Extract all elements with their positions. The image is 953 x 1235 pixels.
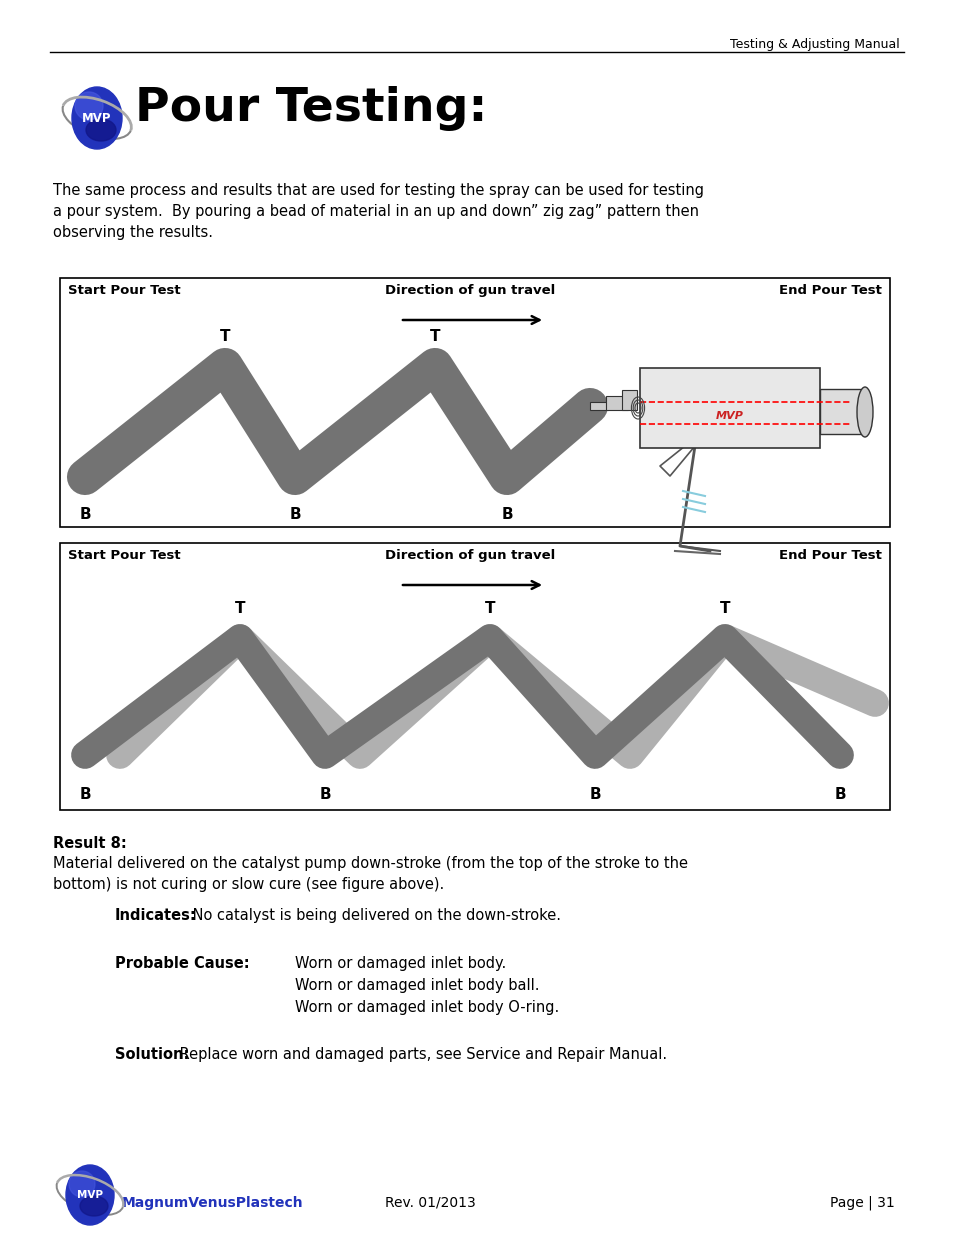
Text: T: T [219,329,230,345]
Bar [820,389,864,433]
Text: End Pour Test: End Pour Test [779,550,882,562]
Bar [60,543,889,810]
Text: Indicates:: Indicates: [115,908,196,923]
Ellipse shape [75,91,103,120]
Text: T: T [484,601,495,616]
Text: MagnumVenusPlastech: MagnumVenusPlastech [122,1195,303,1210]
Text: B: B [79,508,91,522]
Ellipse shape [856,387,872,437]
Text: Testing & Adjusting Manual: Testing & Adjusting Manual [729,38,899,51]
Text: Pour Testing:: Pour Testing: [135,86,487,131]
Text: B: B [500,508,513,522]
Text: Start Pour Test: Start Pour Test [68,550,180,562]
Bar [605,396,627,410]
Bar [60,278,889,527]
Text: Worn or damaged inlet body O-ring.: Worn or damaged inlet body O-ring. [294,1000,558,1015]
Bar [589,403,607,410]
Text: T: T [429,329,439,345]
Text: Rev. 01/2013: Rev. 01/2013 [384,1195,475,1210]
Text: Material delivered on the catalyst pump down-stroke (from the top of the stroke : Material delivered on the catalyst pump … [53,856,687,892]
Text: MVP: MVP [77,1191,103,1200]
Ellipse shape [80,1195,108,1216]
Text: B: B [289,508,300,522]
Text: Direction of gun travel: Direction of gun travel [384,284,555,296]
Text: T: T [719,601,729,616]
Text: End Pour Test: End Pour Test [779,284,882,296]
Text: Result 8:: Result 8: [53,836,127,851]
Text: Solution:: Solution: [115,1047,190,1062]
Text: Page | 31: Page | 31 [829,1195,894,1210]
Text: B: B [589,787,600,802]
Text: B: B [79,787,91,802]
Text: The same process and results that are used for testing the spray can be used for: The same process and results that are us… [53,183,703,240]
Ellipse shape [69,1171,95,1197]
Text: MVP: MVP [716,411,743,421]
Text: Direction of gun travel: Direction of gun travel [384,550,555,562]
Text: B: B [833,787,845,802]
Text: Probable Cause:: Probable Cause: [115,956,250,971]
Bar [639,368,820,448]
Text: Worn or damaged inlet body ball.: Worn or damaged inlet body ball. [294,978,539,993]
Ellipse shape [86,119,116,141]
Ellipse shape [71,86,122,149]
Text: MVP: MVP [82,111,112,125]
Text: Worn or damaged inlet body.: Worn or damaged inlet body. [294,956,506,971]
Text: Start Pour Test: Start Pour Test [68,284,180,296]
Text: Replace worn and damaged parts, see Service and Repair Manual.: Replace worn and damaged parts, see Serv… [174,1047,666,1062]
Bar [621,390,637,410]
Text: No catalyst is being delivered on the down-stroke.: No catalyst is being delivered on the do… [188,908,560,923]
Text: B: B [319,787,331,802]
Text: T: T [234,601,245,616]
Ellipse shape [66,1165,113,1225]
